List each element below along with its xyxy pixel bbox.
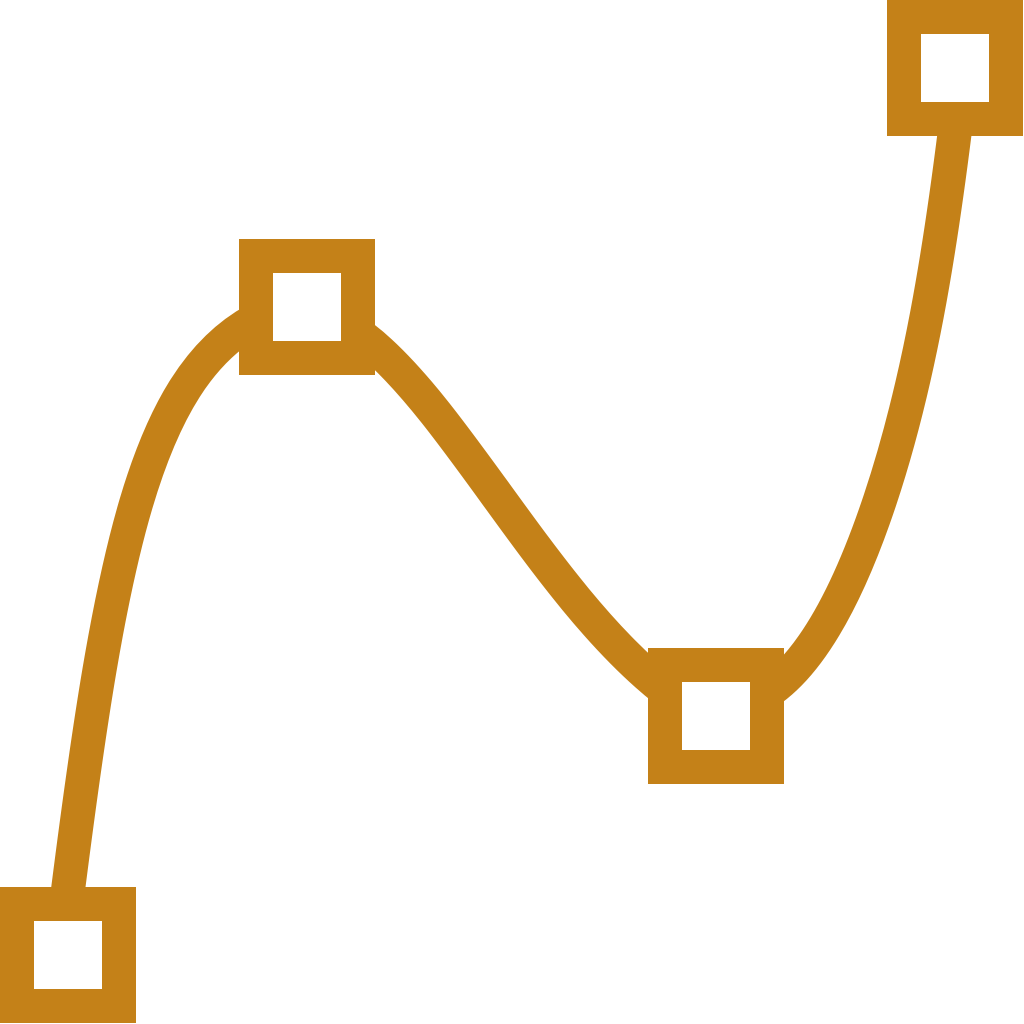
- anchor-point-bottom-left: [0, 887, 136, 1023]
- anchor-point-upper-left: [239, 239, 375, 375]
- anchor-point-top-right: [887, 0, 1023, 136]
- bezier-curve-path: [51, 127, 972, 893]
- anchor-point-lower-right: [648, 648, 784, 784]
